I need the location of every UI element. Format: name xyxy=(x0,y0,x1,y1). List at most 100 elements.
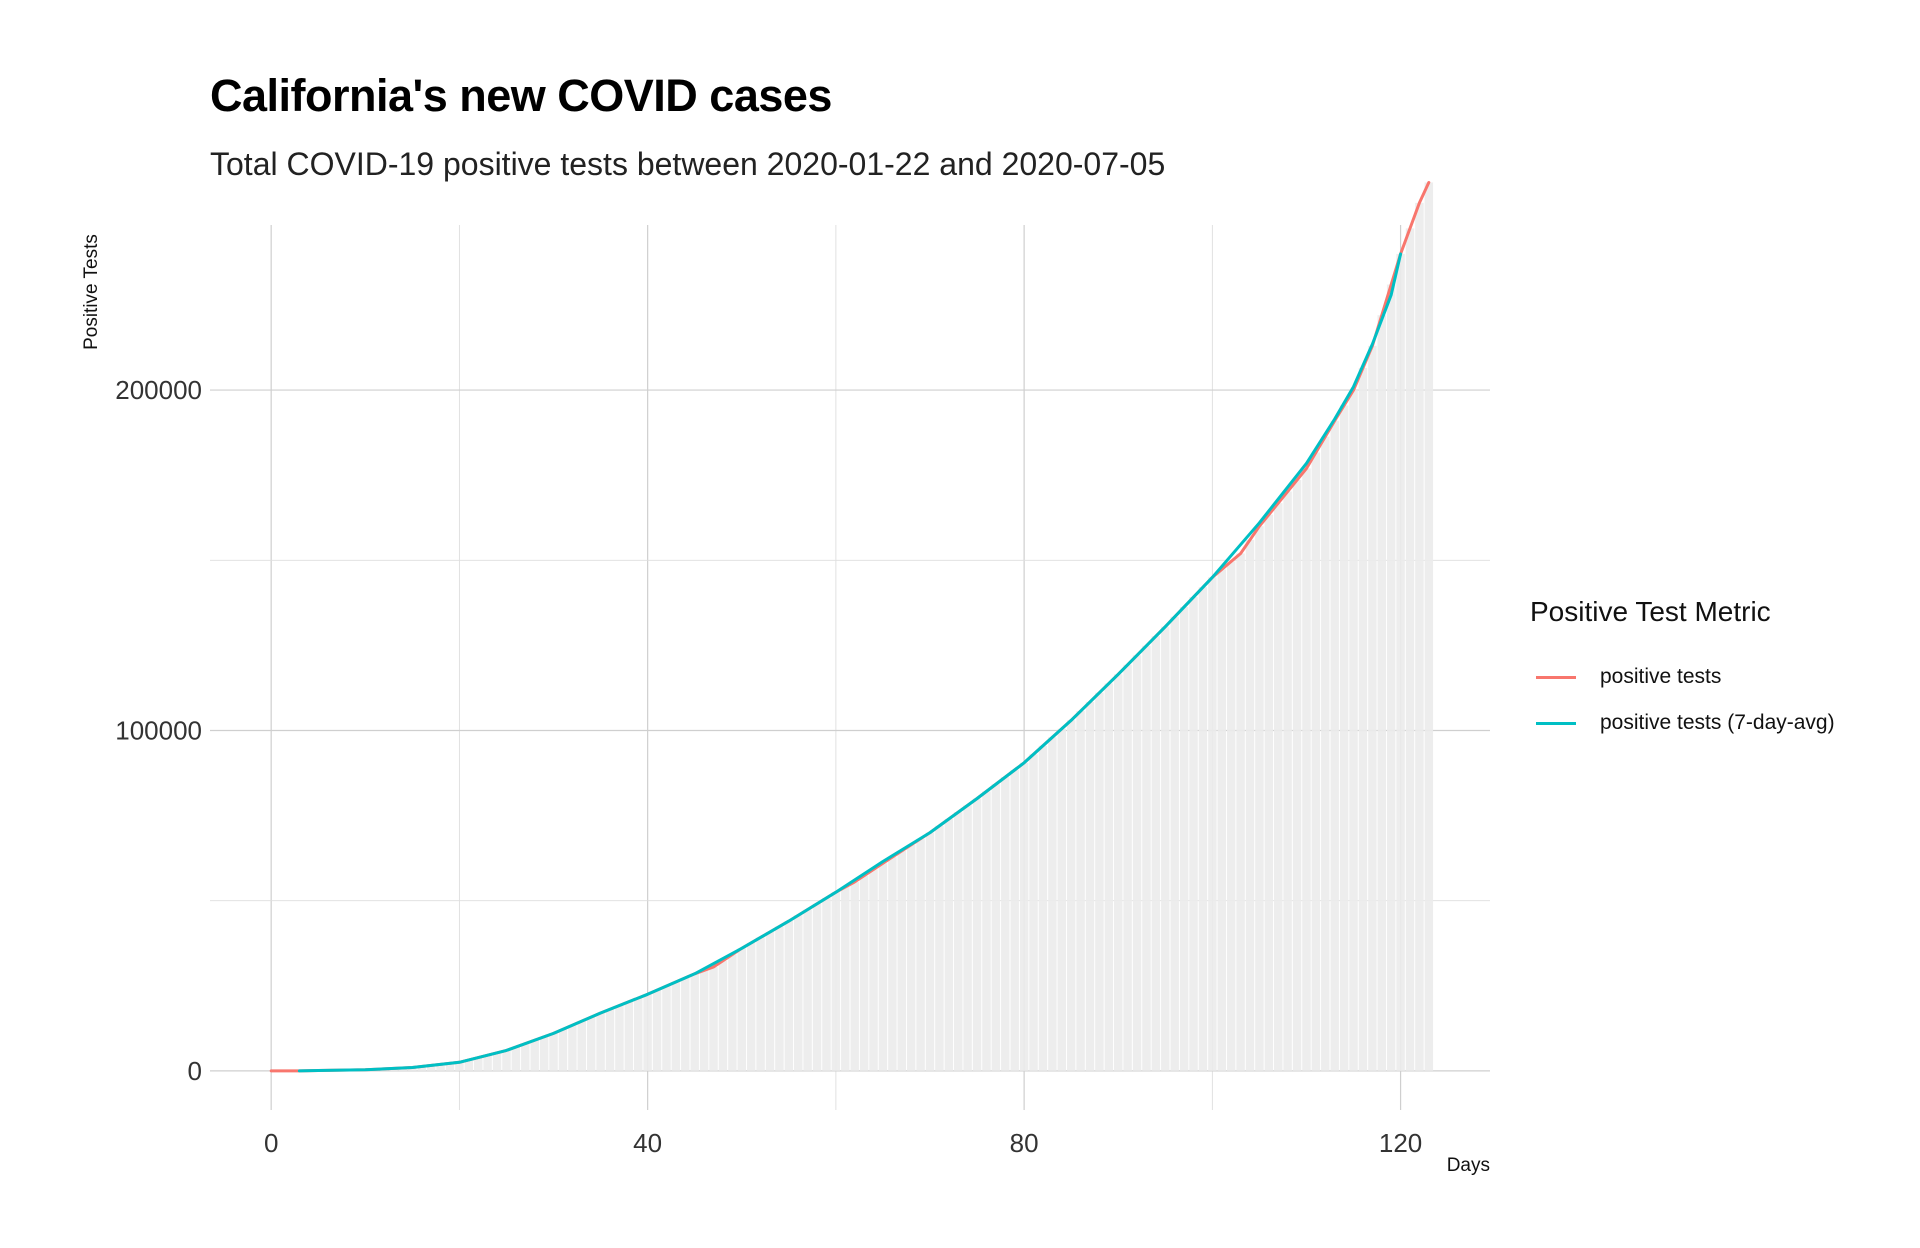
daily-bar xyxy=(1274,503,1283,1071)
daily-bar xyxy=(1132,655,1142,1071)
daily-bar xyxy=(1198,587,1208,1071)
daily-bar xyxy=(615,1005,624,1071)
daily-bar xyxy=(577,1021,586,1071)
daily-bar xyxy=(991,784,1001,1071)
background-bars xyxy=(304,182,1434,1071)
daily-bar xyxy=(1038,745,1048,1071)
daily-bar xyxy=(906,844,916,1071)
daily-bar xyxy=(671,982,681,1071)
daily-bar xyxy=(935,825,944,1071)
series-line-positive-tests xyxy=(269,181,1431,1073)
daily-bar xyxy=(483,1055,492,1071)
daily-bar xyxy=(737,948,746,1071)
daily-bar xyxy=(492,1052,502,1071)
daily-bar xyxy=(1245,539,1255,1071)
daily-bar xyxy=(1095,692,1104,1071)
daily-bar xyxy=(1114,674,1123,1071)
daily-bar xyxy=(1217,569,1226,1071)
daily-bar xyxy=(1302,468,1311,1071)
daily-bar xyxy=(662,986,671,1071)
y-tick-label: 100000 xyxy=(115,715,202,745)
daily-bar xyxy=(1415,202,1424,1071)
daily-bar xyxy=(888,857,897,1071)
daily-bar xyxy=(539,1036,549,1071)
daily-bar xyxy=(897,850,906,1071)
daily-bar xyxy=(916,838,925,1071)
daily-bar xyxy=(1085,701,1095,1071)
daily-bar xyxy=(1019,762,1029,1071)
daily-bar xyxy=(972,798,982,1071)
daily-bar xyxy=(652,990,662,1071)
daily-bar xyxy=(605,1009,615,1071)
y-tick-label: 200000 xyxy=(115,375,202,405)
daily-bar xyxy=(718,960,728,1071)
daily-bar xyxy=(1368,345,1377,1071)
y-axis-title: Positive Tests xyxy=(81,234,102,350)
daily-bar xyxy=(1048,737,1057,1071)
daily-bar xyxy=(878,863,888,1071)
x-tick-label: 120 xyxy=(1379,1128,1422,1158)
daily-bar xyxy=(634,998,643,1071)
daily-bar xyxy=(1142,645,1151,1071)
daily-bar xyxy=(803,909,812,1071)
daily-bar xyxy=(1226,561,1236,1071)
series-line-positive-tests-7-day-avg xyxy=(297,252,1403,1073)
daily-bar xyxy=(859,875,869,1071)
daily-bar xyxy=(511,1047,521,1071)
daily-bar xyxy=(775,926,784,1071)
daily-bar xyxy=(812,903,822,1071)
legend-key-positive-tests xyxy=(1536,675,1576,679)
daily-bar xyxy=(1057,728,1066,1071)
daily-bar xyxy=(502,1050,511,1071)
daily-bar xyxy=(1339,405,1349,1071)
legend-item-positive-tests: positive tests xyxy=(1530,654,1835,700)
series-lines xyxy=(269,181,1431,1073)
legend-label-positive-tests-7-day-avg: positive tests (7-day-avg) xyxy=(1600,711,1835,734)
legend-label-positive-tests: positive tests xyxy=(1600,665,1722,688)
daily-bar xyxy=(1236,553,1245,1071)
daily-bar xyxy=(1349,390,1358,1071)
daily-bar xyxy=(1255,526,1264,1071)
daily-bar xyxy=(681,977,690,1071)
legend: Positive Test Metric positive tests posi… xyxy=(1530,596,1835,746)
daily-bar xyxy=(1076,711,1085,1071)
daily-bar xyxy=(1358,367,1368,1071)
x-tick-label: 40 xyxy=(633,1128,662,1158)
daily-bar xyxy=(1170,616,1179,1071)
daily-bar xyxy=(831,892,841,1071)
daily-bar xyxy=(643,994,652,1071)
daily-bar xyxy=(408,1067,417,1071)
daily-bar xyxy=(982,791,991,1071)
legend-key-positive-tests-7-day-avg xyxy=(1536,721,1576,725)
daily-bar xyxy=(549,1033,558,1071)
daily-bar xyxy=(1161,626,1170,1071)
daily-bar xyxy=(869,869,878,1071)
daily-bar xyxy=(954,812,963,1071)
axis-labels: 0 40 80 120 0 100000 200000 xyxy=(115,375,1422,1158)
daily-bar xyxy=(850,881,859,1071)
daily-bar xyxy=(699,970,709,1071)
daily-bar xyxy=(1386,284,1396,1071)
daily-bar xyxy=(417,1066,426,1071)
daily-bar xyxy=(558,1029,568,1071)
daily-bar xyxy=(624,1001,634,1071)
daily-bar xyxy=(1151,636,1161,1071)
daily-bar xyxy=(1066,720,1076,1071)
daily-bar xyxy=(690,973,699,1071)
chart-subtitle: Total COVID-19 positive tests between 20… xyxy=(210,146,1166,182)
daily-bar xyxy=(455,1062,464,1071)
daily-bar xyxy=(426,1065,436,1071)
daily-bar xyxy=(521,1043,530,1071)
daily-bar xyxy=(784,921,794,1071)
daily-bar xyxy=(1264,514,1274,1071)
daily-bar xyxy=(841,887,850,1071)
daily-bar xyxy=(1405,228,1415,1071)
daily-bar xyxy=(709,967,718,1071)
daily-bar xyxy=(586,1017,596,1071)
daily-bar xyxy=(746,942,756,1071)
daily-bar xyxy=(1123,664,1132,1071)
daily-bar xyxy=(1001,777,1010,1071)
daily-bar xyxy=(1321,436,1330,1071)
x-tick-label: 0 xyxy=(264,1128,278,1158)
